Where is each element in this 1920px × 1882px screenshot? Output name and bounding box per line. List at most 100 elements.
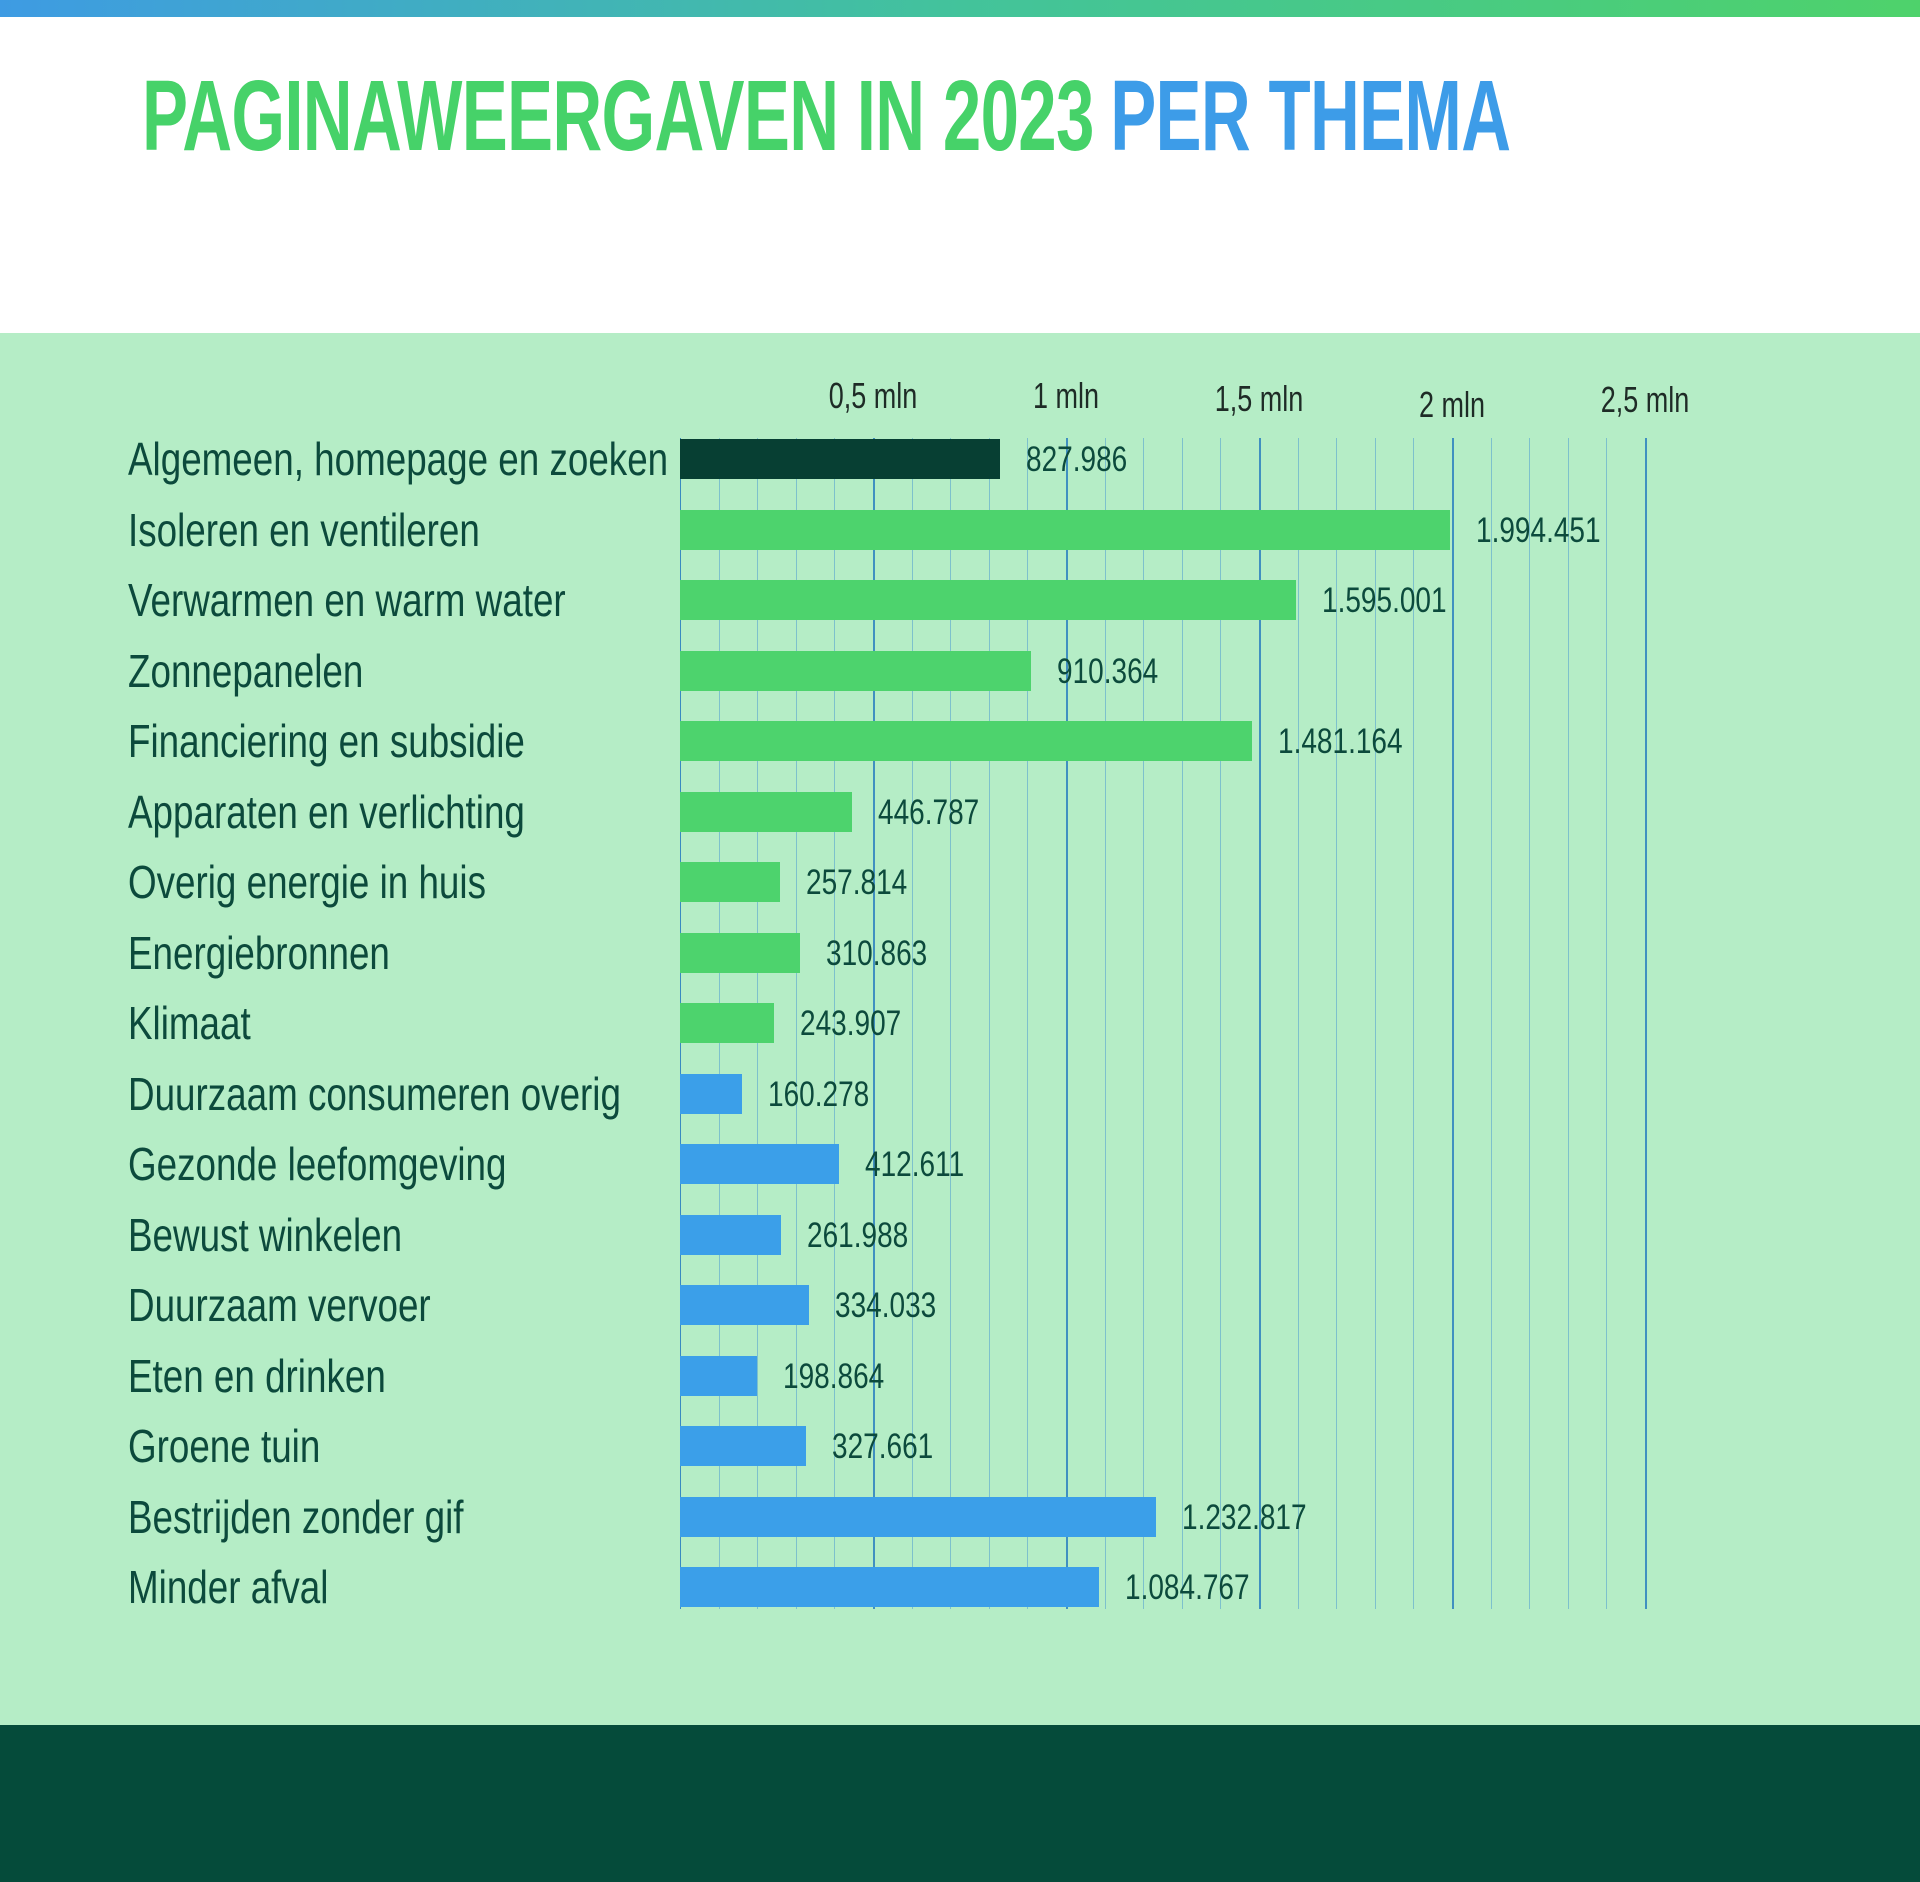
x-tick-label: 1 mln (936, 378, 1196, 414)
value-label-text: 327.661 (832, 1427, 934, 1466)
gridline-minor (1220, 438, 1221, 1609)
category-label-text: Financiering en subsidie (128, 715, 525, 767)
category-label: Klimaat (128, 1000, 281, 1046)
category-label: Verwarmen en warm water (128, 577, 675, 623)
category-label: Overig energie in huis (128, 859, 575, 905)
value-label-text: 910.364 (1057, 652, 1159, 691)
bar (680, 439, 1000, 479)
value-label: 1.084.767 (1125, 1570, 1281, 1605)
gridline-minor (1606, 438, 1607, 1609)
bar (680, 1285, 809, 1325)
category-label-text: Minder afval (128, 1561, 329, 1613)
category-label-text: Overig energie in huis (128, 856, 486, 908)
bar (680, 792, 852, 832)
gridline-minor (1568, 438, 1569, 1609)
category-label: Duurzaam vervoer (128, 1282, 506, 1328)
bar (680, 1144, 839, 1184)
bar (680, 510, 1450, 550)
category-label-text: Verwarmen en warm water (128, 574, 566, 626)
value-label-text: 446.787 (878, 793, 980, 832)
value-label: 160.278 (768, 1077, 895, 1112)
category-label-text: Gezonde leefomgeving (128, 1138, 507, 1190)
bar (680, 862, 780, 902)
bar (680, 933, 800, 973)
value-label-text: 257.814 (806, 863, 908, 902)
gridline-major (1452, 438, 1454, 1609)
page-title-green: PAGINAWEERGAVEN IN 2023 (142, 60, 1094, 172)
value-label-text: 243.907 (800, 1004, 902, 1043)
gridline-minor (1413, 438, 1414, 1609)
bar (680, 1003, 774, 1043)
category-label-text: Energiebronnen (128, 927, 390, 979)
category-label-text: Apparaten en verlichting (128, 786, 525, 838)
category-label: Zonnepanelen (128, 648, 422, 694)
gridline-minor (1375, 438, 1376, 1609)
page-title: PAGINAWEERGAVEN IN 2023 PER THEMA (142, 66, 1511, 166)
category-label: Financiering en subsidie (128, 718, 624, 764)
value-label-text: 261.988 (807, 1216, 909, 1255)
category-label-text: Eten en drinken (128, 1350, 386, 1402)
gridline-minor (1491, 438, 1492, 1609)
category-label-text: Algemeen, homepage en zoeken (128, 433, 669, 485)
category-label-text: Zonnepanelen (128, 645, 364, 697)
value-label: 412.611 (865, 1147, 989, 1182)
category-label: Apparaten en verlichting (128, 789, 624, 835)
x-tick-label: 2 mln (1322, 387, 1582, 423)
bar (680, 580, 1296, 620)
value-label: 261.988 (807, 1218, 934, 1253)
x-tick-label-text: 2,5 mln (1600, 379, 1690, 420)
value-label: 257.814 (806, 865, 933, 900)
footer: milieu centraal (0, 1725, 1920, 1882)
value-label: 198.864 (783, 1359, 910, 1394)
bar (680, 1215, 781, 1255)
value-label-text: 1.481.164 (1278, 722, 1403, 761)
gridline-minor (1105, 438, 1106, 1609)
value-label: 327.661 (832, 1429, 959, 1464)
gridline-minor (1298, 438, 1299, 1609)
gridline-minor (1027, 438, 1028, 1609)
gridline-major (1645, 438, 1647, 1609)
gridline-minor (1143, 438, 1144, 1609)
value-label: 310.863 (826, 936, 953, 971)
top-gradient-bar (0, 0, 1920, 17)
gridline-major (873, 438, 875, 1609)
gridline-minor (834, 438, 835, 1609)
value-label: 1.232.817 (1182, 1500, 1338, 1535)
gridline-minor (950, 438, 951, 1609)
gridline-minor (1529, 438, 1530, 1609)
category-label: Energiebronnen (128, 930, 455, 976)
page-title-blue: PER THEMA (1110, 60, 1511, 172)
gridline-major (1066, 438, 1068, 1609)
value-label-text: 827.986 (1026, 440, 1128, 479)
value-label: 446.787 (878, 795, 1005, 830)
value-label: 1.481.164 (1278, 724, 1434, 759)
category-label: Bestrijden zonder gif (128, 1494, 547, 1540)
x-tick-label-text: 0,5 mln (828, 375, 918, 416)
value-label: 334.033 (835, 1288, 962, 1323)
value-label-text: 1.232.817 (1182, 1498, 1307, 1537)
category-label: Minder afval (128, 1564, 379, 1610)
bar (680, 1426, 806, 1466)
value-label-text: 1.084.767 (1125, 1568, 1250, 1607)
bar (680, 1567, 1099, 1607)
category-label: Algemeen, homepage en zoeken (128, 436, 803, 482)
category-label-text: Bewust winkelen (128, 1209, 403, 1261)
chart-background (0, 333, 1920, 1725)
x-tick-label-text: 2 mln (1418, 384, 1486, 425)
value-label: 827.986 (1026, 442, 1153, 477)
value-label: 1.994.451 (1476, 513, 1632, 548)
category-label: Gezonde leefomgeving (128, 1141, 601, 1187)
value-label-text: 334.033 (835, 1286, 937, 1325)
x-tick-label: 2,5 mln (1515, 382, 1775, 418)
bar (680, 1497, 1156, 1537)
gridline-minor (912, 438, 913, 1609)
category-label-text: Duurzaam consumeren overig (128, 1068, 621, 1120)
value-label-text: 412.611 (865, 1145, 965, 1184)
category-label-text: Groene tuin (128, 1420, 321, 1472)
value-label-text: 160.278 (768, 1075, 870, 1114)
category-label-text: Klimaat (128, 997, 251, 1049)
value-label-text: 310.863 (826, 934, 928, 973)
category-label: Bewust winkelen (128, 1212, 471, 1258)
